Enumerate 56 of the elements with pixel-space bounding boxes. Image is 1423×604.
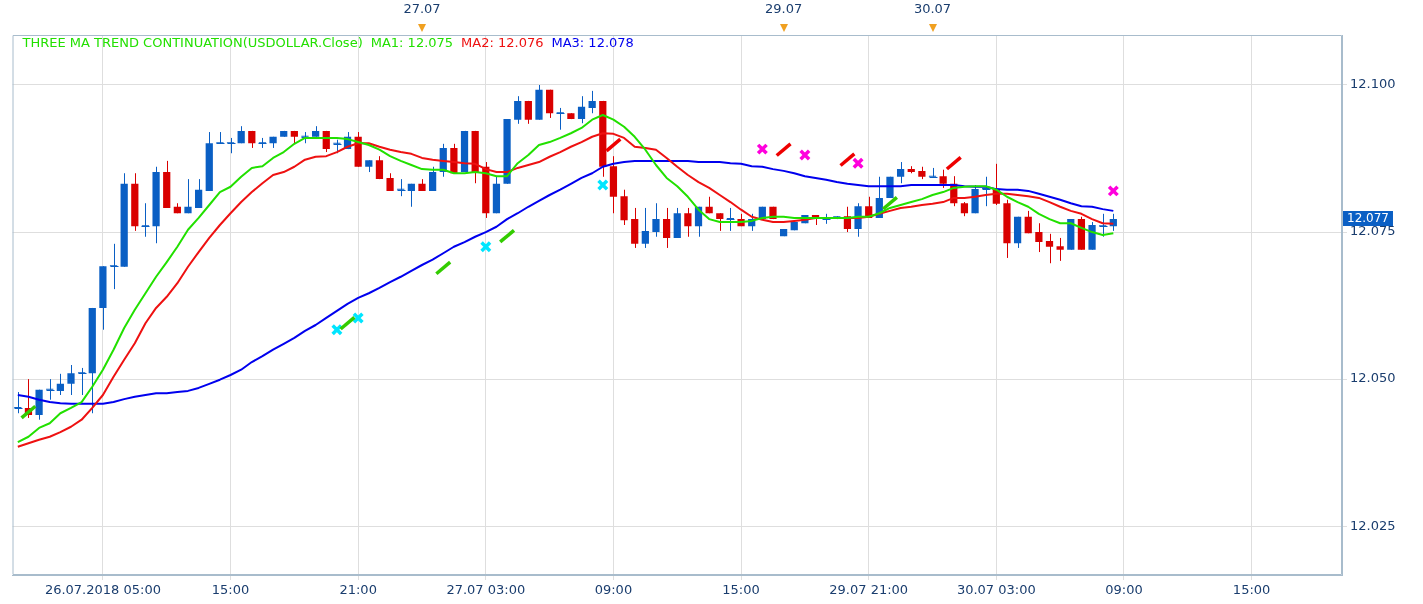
- point: [1107, 184, 1120, 197]
- candlestick: [652, 202, 660, 238]
- candlestick: [1099, 213, 1108, 238]
- point: [596, 179, 609, 191]
- candlestick: [514, 95, 522, 125]
- x-tick-label: 09:00: [1105, 582, 1143, 598]
- x-tick-label: 15:00: [722, 582, 760, 598]
- candlestick: [46, 378, 55, 401]
- candlestick: [939, 169, 947, 189]
- candlestick: [56, 373, 64, 396]
- x-tick-label: 29.07 21:00: [829, 582, 909, 598]
- x-tick-label: 30.07 03:00: [956, 582, 1036, 598]
- x-tick-label: 15:00: [1232, 582, 1271, 598]
- candlestick: [14, 391, 23, 414]
- candlestick: [429, 166, 437, 192]
- point: [479, 240, 492, 253]
- candlestick: [141, 202, 150, 238]
- candlestick: [982, 176, 991, 207]
- chart-title: THREE MA TREND CONTINUATION(USDOLLAR.Close): [21, 35, 363, 51]
- x-tick-label: 21:00: [339, 582, 377, 598]
- candlestick: [195, 178, 203, 209]
- candlestick: [641, 207, 649, 249]
- candlestick: [109, 243, 119, 290]
- y-tick-label: 12.075: [1350, 223, 1396, 239]
- candlestick: [556, 107, 565, 131]
- y-tick-label: 12.100: [1350, 76, 1396, 92]
- candlestick: [216, 131, 225, 144]
- x-tick-label: 09:00: [594, 582, 633, 598]
- text: 29.07: [765, 1, 803, 17]
- text: MA2: 12.076: [461, 35, 544, 51]
- x-tick-label: 15:00: [211, 582, 250, 598]
- point: [756, 143, 769, 156]
- candlestick: [184, 178, 192, 214]
- text: 30.07: [913, 1, 952, 17]
- candlestick: [1035, 222, 1043, 253]
- text: 12.077: [1347, 211, 1389, 226]
- candlestick: [546, 89, 554, 119]
- text: MA3: 12.078: [551, 35, 634, 51]
- y-tick-label: 12.025: [1350, 517, 1396, 533]
- candlestick: [67, 364, 75, 396]
- candlestick: [684, 207, 692, 238]
- candlestick: [663, 207, 671, 249]
- y-tick-label: 12.050: [1350, 370, 1396, 386]
- candlestick: [1045, 233, 1054, 264]
- text: 27.07: [403, 1, 441, 17]
- candlestick: [588, 90, 596, 114]
- point: [798, 149, 811, 161]
- candlestick: [726, 207, 735, 232]
- point: [352, 311, 365, 324]
- x-tick-label: 27.07 03:00: [446, 582, 526, 598]
- candlestick: [577, 95, 586, 124]
- candlestick: [1056, 237, 1064, 262]
- candlestick: [896, 161, 905, 184]
- candlestick: [78, 367, 87, 396]
- x-tick-label: 26.07.2018 05:00: [44, 582, 161, 598]
- text: MA1: 12.075: [370, 35, 454, 51]
